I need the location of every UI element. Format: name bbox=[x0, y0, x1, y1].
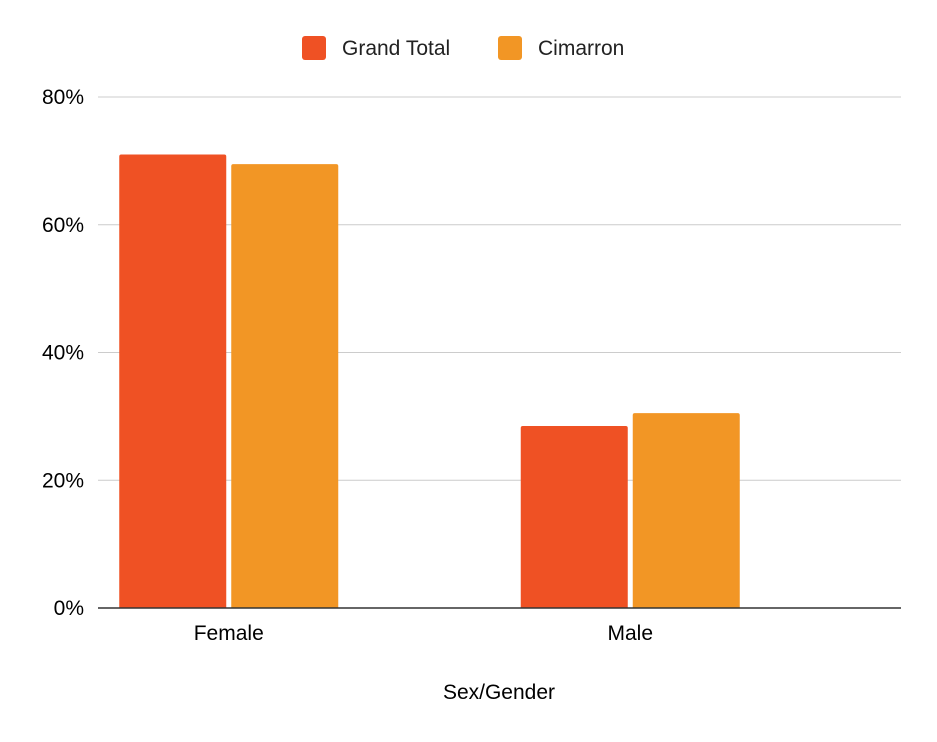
legend: Grand Total Cimarron bbox=[302, 36, 624, 60]
legend-label: Grand Total bbox=[342, 37, 450, 60]
y-tick-label: 80% bbox=[42, 86, 84, 109]
x-category-label: Male bbox=[607, 622, 653, 645]
legend-swatch bbox=[498, 36, 522, 60]
bar-grand-total-female bbox=[119, 154, 227, 609]
x-axis-title: Sex/Gender bbox=[443, 681, 555, 704]
y-tick-label: 40% bbox=[42, 342, 84, 365]
bars bbox=[119, 154, 740, 609]
y-tick-label: 0% bbox=[54, 597, 84, 620]
legend-label: Cimarron bbox=[538, 37, 624, 60]
y-axis-tick-labels: 0% 20% 40% 60% 80% bbox=[42, 86, 84, 620]
bar-grand-total-male bbox=[520, 425, 628, 608]
x-axis-category-labels: Female Male bbox=[194, 622, 653, 645]
y-tick-label: 60% bbox=[42, 214, 84, 237]
y-tick-label: 20% bbox=[42, 469, 84, 492]
bar-cimarron-female bbox=[231, 164, 339, 608]
bar-cimarron-male bbox=[632, 413, 740, 608]
legend-swatch bbox=[302, 36, 326, 60]
x-category-label: Female bbox=[194, 622, 264, 645]
